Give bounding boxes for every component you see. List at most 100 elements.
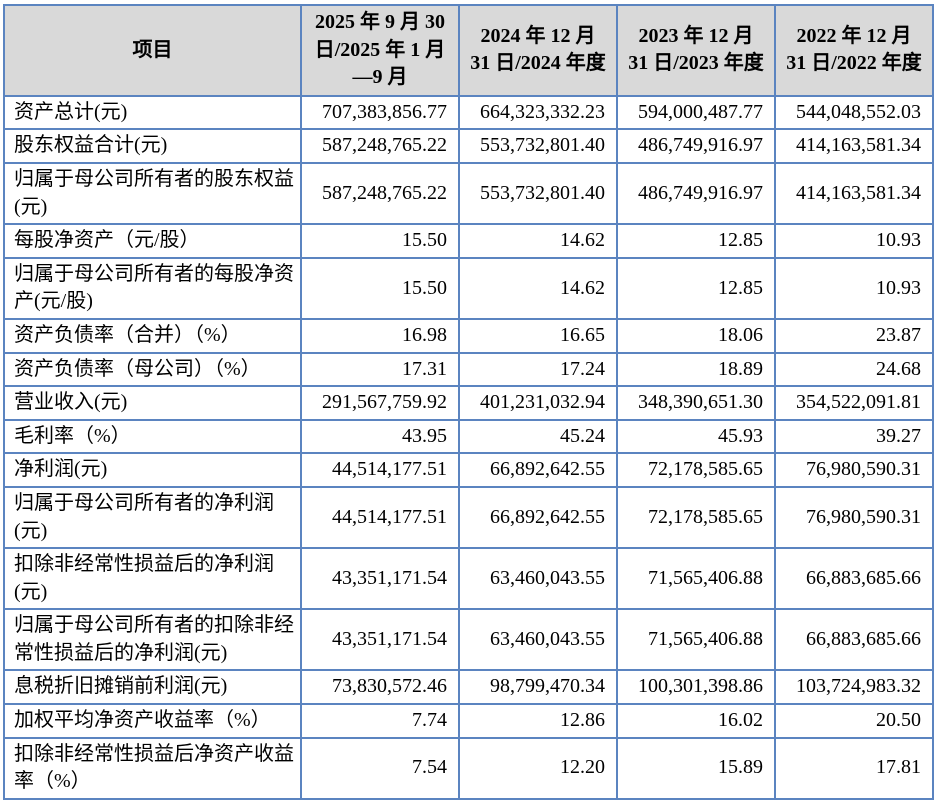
row-value: 12.85	[616, 223, 776, 259]
row-value: 10.93	[774, 256, 934, 320]
row-value: 486,749,916.97	[616, 128, 776, 164]
row-value: 594,000,487.77	[616, 94, 776, 131]
row-value: 98,799,470.34	[458, 669, 618, 706]
row-label: 归属于母公司所有者的每股净资产(元/股)	[3, 256, 302, 320]
row-value: 100,301,398.86	[616, 669, 776, 706]
table-row: 毛利率（%） 43.95 45.24 45.93 39.27	[3, 418, 934, 455]
header-period-2022: 2022 年 12 月 31 日/2022 年度	[774, 4, 934, 97]
row-value: 76,980,590.31	[774, 485, 934, 550]
row-value: 16.02	[616, 703, 776, 739]
row-value: 66,892,642.55	[458, 485, 618, 550]
row-label: 加权平均净资产收益率（%）	[3, 703, 302, 739]
row-value: 12.20	[458, 736, 618, 800]
table-row: 归属于母公司所有者的扣除非经常性损益后的净利润(元) 43,351,171.54 6…	[3, 608, 934, 672]
financial-indicators-table: 项目 2025 年 9 月 30 日/2025 年 1 月—9 月 2024 年…	[3, 4, 934, 800]
row-value: 43,351,171.54	[300, 547, 460, 611]
header-period-2024: 2024 年 12 月 31 日/2024 年度	[458, 4, 618, 97]
header-period-2025: 2025 年 9 月 30 日/2025 年 1 月—9 月	[300, 4, 460, 97]
row-value: 17.31	[300, 351, 460, 388]
row-value: 43,351,171.54	[300, 608, 460, 672]
row-value: 291,567,759.92	[300, 385, 460, 421]
row-label: 资产总计(元)	[3, 94, 302, 131]
row-value: 39.27	[774, 418, 934, 455]
row-label: 股东权益合计(元)	[3, 128, 302, 164]
table-row: 归属于母公司所有者的每股净资产(元/股) 15.50 14.62 12.85 10.93	[3, 256, 934, 320]
row-value: 587,248,765.22	[300, 128, 460, 164]
row-value: 66,892,642.55	[458, 452, 618, 488]
row-value: 16.65	[458, 317, 618, 354]
table-row: 加权平均净资产收益率（%） 7.74 12.86 16.02 20.50	[3, 703, 934, 739]
row-label: 净利润(元)	[3, 452, 302, 488]
row-value: 7.74	[300, 703, 460, 739]
row-value: 15.50	[300, 256, 460, 320]
row-value: 10.93	[774, 223, 934, 259]
row-value: 43.95	[300, 418, 460, 455]
row-label: 归属于母公司所有者的净利润(元)	[3, 485, 302, 550]
row-value: 72,178,585.65	[616, 485, 776, 550]
row-label: 归属于母公司所有者的扣除非经常性损益后的净利润(元)	[3, 608, 302, 672]
row-value: 103,724,983.32	[774, 669, 934, 706]
row-label: 资产负债率（母公司）（%）	[3, 351, 302, 388]
row-value: 553,732,801.40	[458, 128, 618, 164]
row-value: 15.89	[616, 736, 776, 800]
header-item: 项目	[3, 4, 302, 97]
row-label: 资产负债率（合并）（%）	[3, 317, 302, 354]
row-value: 72,178,585.65	[616, 452, 776, 488]
row-label: 归属于母公司所有者的股东权益(元)	[3, 161, 302, 226]
row-value: 14.62	[458, 223, 618, 259]
row-value: 544,048,552.03	[774, 94, 934, 131]
row-label: 息税折旧摊销前利润(元)	[3, 669, 302, 706]
row-value: 20.50	[774, 703, 934, 739]
table-header: 项目 2025 年 9 月 30 日/2025 年 1 月—9 月 2024 年…	[3, 4, 934, 97]
row-value: 707,383,856.77	[300, 94, 460, 131]
row-value: 486,749,916.97	[616, 161, 776, 226]
row-value: 587,248,765.22	[300, 161, 460, 226]
row-label: 每股净资产（元/股）	[3, 223, 302, 259]
table-row: 营业收入(元) 291,567,759.92 401,231,032.94 348,3…	[3, 385, 934, 421]
row-label: 扣除非经常性损益后的净利润(元)	[3, 547, 302, 611]
table-row: 归属于母公司所有者的股东权益(元) 587,248,765.22 553,732,8…	[3, 161, 934, 226]
table-body: 资产总计(元) 707,383,856.77 664,323,332.23 594,0…	[3, 94, 934, 800]
row-value: 15.50	[300, 223, 460, 259]
row-value: 18.89	[616, 351, 776, 388]
row-value: 414,163,581.34	[774, 161, 934, 226]
row-label: 营业收入(元)	[3, 385, 302, 421]
row-value: 12.85	[616, 256, 776, 320]
row-value: 18.06	[616, 317, 776, 354]
row-value: 664,323,332.23	[458, 94, 618, 131]
row-value: 348,390,651.30	[616, 385, 776, 421]
row-value: 63,460,043.55	[458, 547, 618, 611]
table-row: 扣除非经常性损益后净资产收益率（%） 7.54 12.20 15.89 17.81	[3, 736, 934, 800]
row-value: 401,231,032.94	[458, 385, 618, 421]
row-value: 16.98	[300, 317, 460, 354]
row-value: 14.62	[458, 256, 618, 320]
table-row: 股东权益合计(元) 587,248,765.22 553,732,801.40 486…	[3, 128, 934, 164]
row-value: 44,514,177.51	[300, 485, 460, 550]
row-value: 354,522,091.81	[774, 385, 934, 421]
header-period-2023: 2023 年 12 月 31 日/2023 年度	[616, 4, 776, 97]
table-row: 息税折旧摊销前利润(元) 73,830,572.46 98,799,470.34 10…	[3, 669, 934, 706]
header-row: 项目 2025 年 9 月 30 日/2025 年 1 月—9 月 2024 年…	[3, 4, 934, 97]
row-value: 414,163,581.34	[774, 128, 934, 164]
table-row: 净利润(元) 44,514,177.51 66,892,642.55 72,178,5…	[3, 452, 934, 488]
table-row: 扣除非经常性损益后的净利润(元) 43,351,171.54 63,460,043.…	[3, 547, 934, 611]
row-value: 17.24	[458, 351, 618, 388]
row-label: 扣除非经常性损益后净资产收益率（%）	[3, 736, 302, 800]
row-value: 66,883,685.66	[774, 608, 934, 672]
row-value: 12.86	[458, 703, 618, 739]
row-value: 7.54	[300, 736, 460, 800]
row-value: 23.87	[774, 317, 934, 354]
row-value: 71,565,406.88	[616, 547, 776, 611]
row-value: 24.68	[774, 351, 934, 388]
table-row: 资产负债率（合并）（%） 16.98 16.65 18.06 23.87	[3, 317, 934, 354]
row-value: 66,883,685.66	[774, 547, 934, 611]
row-label: 毛利率（%）	[3, 418, 302, 455]
table-row: 资产总计(元) 707,383,856.77 664,323,332.23 594,0…	[3, 94, 934, 131]
row-value: 73,830,572.46	[300, 669, 460, 706]
row-value: 45.93	[616, 418, 776, 455]
row-value: 76,980,590.31	[774, 452, 934, 488]
row-value: 553,732,801.40	[458, 161, 618, 226]
table-row: 资产负债率（母公司）（%） 17.31 17.24 18.89 24.68	[3, 351, 934, 388]
row-value: 71,565,406.88	[616, 608, 776, 672]
row-value: 44,514,177.51	[300, 452, 460, 488]
